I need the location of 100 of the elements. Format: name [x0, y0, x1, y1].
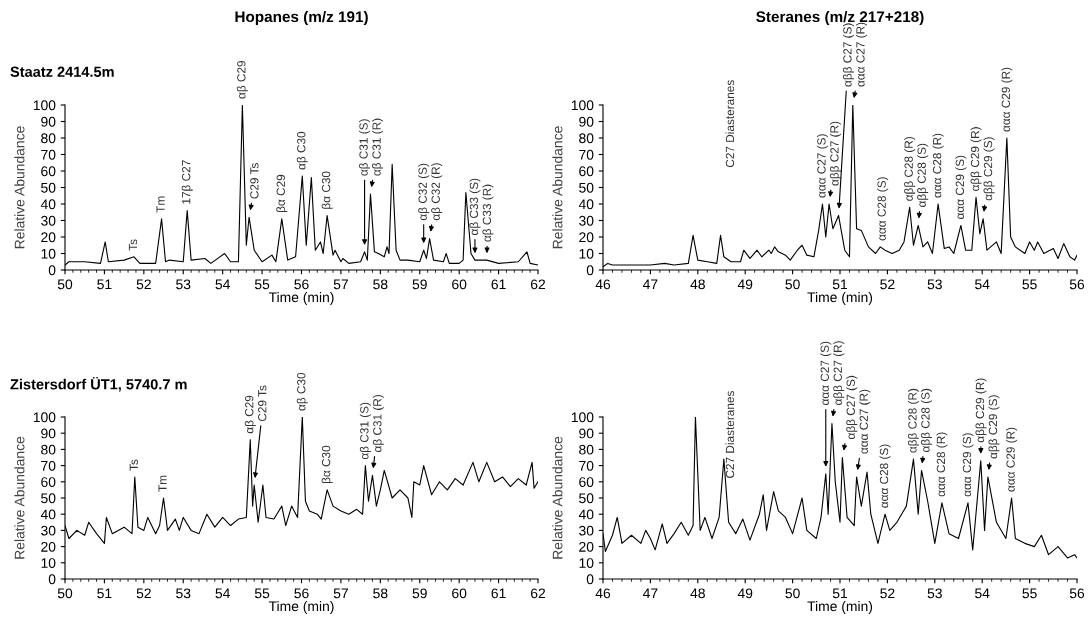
annotation: αββ C29 (R): [975, 378, 987, 443]
y-tick-label: 40: [578, 199, 594, 210]
x-tick-label: 59: [412, 279, 427, 290]
y-tick-label: 10: [579, 558, 594, 568]
y-tick-label: 40: [40, 509, 56, 520]
x-tick-label: 55: [254, 588, 270, 599]
annotation: αβ C30: [296, 131, 308, 170]
annotation: αββ C28 (R): [904, 137, 916, 201]
chart-title: Hopanes (m/z 191): [235, 10, 368, 26]
x-tick-label: 56: [294, 588, 309, 599]
annotation: ααα C27 (S): [820, 341, 832, 405]
x-tick-label: 53: [176, 279, 191, 290]
x-tick-label: 54: [215, 588, 230, 599]
y-axis-title: Relative Abundance: [14, 436, 25, 559]
y-tick-label: 50: [41, 493, 56, 504]
y-tick-label: 20: [579, 541, 594, 552]
annotation: 17β C27: [181, 160, 193, 204]
y-tick-label: 30: [579, 525, 594, 536]
x-tick-label: 47: [643, 279, 658, 290]
x-tick-label: 62: [530, 279, 546, 290]
annotation: αββ C29 (S): [983, 137, 995, 201]
y-axis-title: Relative Abundance: [552, 126, 563, 249]
y-tick-label: 70: [41, 460, 56, 471]
y-tick-label: 50: [41, 182, 56, 193]
x-tick-label: 61: [491, 279, 506, 290]
x-tick-label: 56: [1069, 279, 1085, 290]
annotation: αβ C32 (R): [431, 163, 443, 221]
y-tick-label: 0: [586, 265, 594, 276]
annotation: αββ C28 (S): [917, 143, 929, 207]
annotation: Ts: [128, 239, 138, 251]
x-tick-label: 50: [57, 588, 73, 599]
annotation: αβ C33 (S): [469, 178, 481, 235]
y-tick-label: 90: [41, 428, 56, 439]
y-tick-label: 100: [33, 412, 56, 423]
line-series: [65, 105, 538, 266]
y-tick-label: 60: [41, 477, 56, 487]
annotation: αβ C29: [244, 395, 256, 434]
annotation: ααα C27 (S): [816, 134, 828, 198]
annotation: αββ C27 (R): [829, 121, 841, 186]
x-tick-label: 51: [97, 279, 112, 290]
y-tick-label: 70: [579, 460, 594, 471]
annotation: αββ C28 (S): [920, 388, 932, 452]
x-tick-label: 49: [737, 279, 753, 290]
y-tick-label: 80: [579, 444, 594, 455]
x-tick-label: 50: [785, 279, 800, 290]
y-tick-label: 10: [41, 558, 56, 568]
annotation: ααα C28 (R): [936, 432, 948, 497]
annotation: βα C30: [321, 171, 333, 209]
annotation: αβ C31 (S): [359, 402, 371, 460]
y-tick-label: 20: [41, 541, 56, 552]
annotation: ααα C29 (S): [955, 155, 967, 219]
y-tick-label: 30: [579, 215, 594, 226]
x-axis-title: Time (min): [268, 600, 334, 614]
x-tick-label: 54: [975, 588, 990, 599]
annotation: ααα C27 (R): [859, 389, 871, 454]
annotation: αββ C29 (S): [988, 395, 1000, 459]
y-tick-label: 60: [579, 166, 594, 177]
x-tick-label: 50: [785, 588, 800, 599]
annotation: C29 Ts: [258, 385, 267, 422]
chart-subtitle: Zistersdorf ÜT1, 5740.7 m: [10, 376, 187, 392]
annotation: βα C29: [276, 174, 288, 213]
x-tick-label: 60: [452, 279, 467, 290]
y-tick-label: 20: [579, 232, 594, 243]
annotation: αβ C30: [296, 372, 308, 411]
y-tick-label: 90: [41, 116, 56, 127]
annotation: ααα C28 (R): [932, 133, 944, 198]
y-tick-label: 60: [41, 166, 56, 177]
x-tick-label: 55: [254, 279, 270, 290]
y-tick-label: 20: [41, 232, 56, 243]
annotation: αββ C27 (S): [846, 375, 858, 439]
annotation: ααα C29 (R): [1001, 67, 1013, 132]
x-tick-label: 51: [832, 279, 848, 290]
x-axis-title: Time (min): [268, 291, 334, 305]
x-tick-label: 57: [333, 588, 348, 599]
y-tick-label: 60: [579, 477, 594, 487]
annotation: αββ C27 (R): [833, 341, 845, 405]
annotation: C27 Diasteranes: [725, 80, 735, 168]
annotation: ααα C28 (S): [879, 444, 891, 508]
x-tick-label: 56: [1069, 588, 1085, 599]
y-tick-label: 50: [579, 182, 594, 193]
x-tick-label: 55: [1022, 279, 1037, 290]
annotation: αβ C33 (R): [482, 184, 494, 242]
annotation: αβ C32 (S): [418, 163, 430, 221]
y-axis-title: Relative Abundance: [552, 436, 563, 559]
x-tick-label: 55: [1022, 588, 1037, 599]
annotation: Tm: [156, 196, 165, 213]
y-tick-label: 40: [40, 199, 56, 210]
x-tick-label: 51: [832, 588, 848, 599]
x-tick-label: 61: [491, 588, 506, 599]
x-axis-title: Time (min): [807, 291, 873, 305]
annotation: ααα C28 (S): [877, 177, 889, 241]
y-tick-label: 100: [33, 100, 56, 111]
x-tick-label: 47: [643, 588, 658, 599]
x-tick-label: 49: [737, 588, 753, 599]
x-tick-label: 53: [176, 588, 191, 599]
x-tick-label: 56: [294, 279, 309, 290]
x-tick-label: 52: [880, 279, 895, 290]
y-tick-label: 80: [41, 444, 56, 455]
x-tick-label: 60: [452, 588, 467, 599]
x-tick-label: 54: [975, 279, 990, 290]
